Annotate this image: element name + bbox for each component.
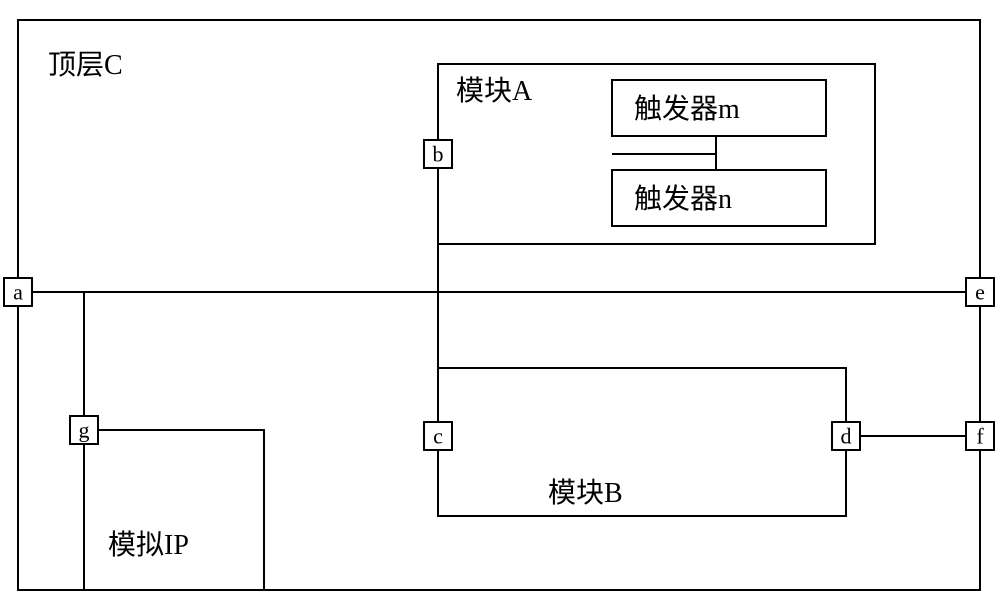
port-label-b: b	[433, 142, 444, 167]
port-label-d: d	[841, 424, 852, 449]
label-trig_n: 触发器n	[634, 183, 732, 215]
label-top: 顶层C	[48, 50, 123, 81]
port-label-c: c	[433, 424, 443, 449]
label-modA: 模块A	[456, 75, 533, 107]
label-trig_m: 触发器m	[634, 93, 740, 125]
port-label-e: e	[975, 280, 985, 305]
box-modB	[438, 368, 846, 516]
label-modB: 模块B	[548, 477, 623, 509]
diagram-canvas: 顶层C 模块A 触发器m 触发器n 模块B 模拟IP a e f b c d g	[0, 0, 1000, 607]
port-label-g: g	[79, 418, 90, 443]
box-simIP	[84, 430, 264, 590]
port-label-a: a	[13, 280, 23, 305]
port-label-f: f	[976, 424, 984, 449]
label-simIP: 模拟IP	[108, 529, 189, 561]
